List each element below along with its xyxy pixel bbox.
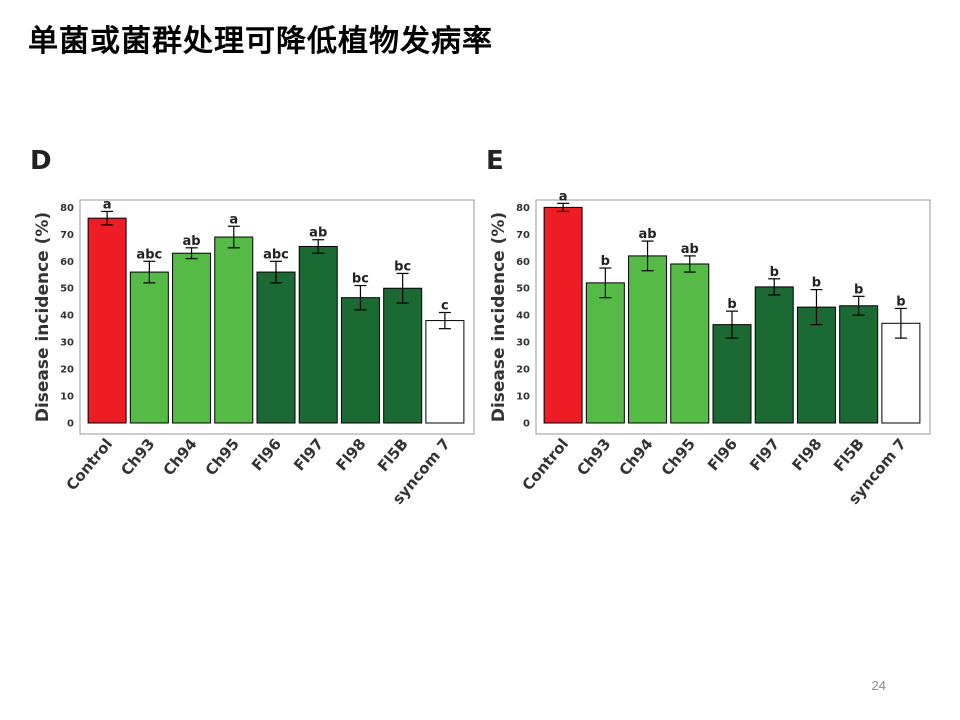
y-axis-label: Disease incidence (%) xyxy=(489,212,509,422)
x-tick-label: Fl5B xyxy=(830,435,868,475)
significance-letter: abc xyxy=(263,247,289,262)
plot-border xyxy=(535,199,931,435)
x-tick-label: Ch94 xyxy=(615,435,656,479)
bar xyxy=(796,306,836,424)
x-tick-label: Fl97 xyxy=(290,435,327,474)
y-tick-label: 10 xyxy=(60,392,74,403)
significance-letter: a xyxy=(559,189,568,204)
y-tick-label: 10 xyxy=(516,392,530,403)
x-tick-label: Fl96 xyxy=(704,435,741,474)
y-axis-label: Disease incidence (%) xyxy=(33,212,53,422)
bar xyxy=(214,236,254,424)
significance-letter: a xyxy=(103,197,112,212)
bar xyxy=(425,320,465,424)
x-tick-label: Fl96 xyxy=(248,435,285,474)
bar xyxy=(256,271,296,424)
x-tick-label: Control xyxy=(519,435,573,494)
significance-letter: b xyxy=(727,297,736,312)
significance-letter: b xyxy=(601,254,610,269)
x-tick-label: Fl98 xyxy=(788,435,825,474)
y-tick-label: 50 xyxy=(516,284,530,295)
significance-letter: c xyxy=(441,299,449,314)
significance-letter: ab xyxy=(639,227,657,242)
y-tick-label: 40 xyxy=(516,311,530,322)
y-tick-label: 80 xyxy=(516,203,530,214)
y-tick-label: 80 xyxy=(60,203,74,214)
significance-letter: b xyxy=(854,282,863,297)
y-tick-label: 40 xyxy=(60,311,74,322)
significance-letter: abc xyxy=(136,247,162,262)
panel-label-d: D xyxy=(30,146,52,176)
x-tick-label: Fl97 xyxy=(746,435,783,474)
y-tick-label: 60 xyxy=(60,257,74,268)
y-tick-label: 20 xyxy=(516,365,530,376)
y-tick-label: 50 xyxy=(60,284,74,295)
x-tick-label: Ch95 xyxy=(202,435,243,479)
bar xyxy=(628,255,668,424)
y-tick-label: 30 xyxy=(516,338,530,349)
significance-letter: b xyxy=(812,276,821,291)
bar xyxy=(543,206,583,424)
y-tick-label: 0 xyxy=(67,419,74,430)
y-tick-label: 60 xyxy=(516,257,530,268)
y-tick-label: 70 xyxy=(516,230,530,241)
bar xyxy=(754,286,794,424)
x-tick-label: Ch93 xyxy=(573,435,614,479)
bar xyxy=(383,287,423,424)
significance-letter: bc xyxy=(394,259,411,274)
x-tick-label: Fl98 xyxy=(332,435,369,474)
significance-letter: b xyxy=(770,265,779,280)
significance-letter: ab xyxy=(681,242,699,257)
bar-chart-e: 0 10 20 30 40 50 60 70 80 Disease incidence (%) a C… xyxy=(489,189,931,508)
chart-panel-d: D 0 10 20 30 40 50 60 70 80 Disease incidence (%)… xyxy=(22,140,482,540)
bar xyxy=(172,252,212,424)
bar xyxy=(585,282,625,424)
significance-letter: ab xyxy=(309,226,327,241)
y-tick-label: 20 xyxy=(60,365,74,376)
panel-label-e: E xyxy=(486,146,504,176)
bar xyxy=(712,324,752,424)
bar xyxy=(670,263,710,424)
significance-letter: bc xyxy=(352,272,369,287)
page-number: 24 xyxy=(871,678,886,693)
x-tick-label: Fl5B xyxy=(374,435,412,475)
x-tick-label: Ch94 xyxy=(159,435,200,479)
significance-letter: ab xyxy=(183,234,201,249)
y-tick-label: 0 xyxy=(523,419,530,430)
significance-letter: a xyxy=(229,212,238,227)
x-tick-label: Control xyxy=(63,435,117,494)
x-tick-label: Ch95 xyxy=(658,435,699,479)
bar xyxy=(129,271,169,424)
significance-letter: b xyxy=(896,294,905,309)
bar xyxy=(298,245,338,424)
y-tick-label: 30 xyxy=(60,338,74,349)
bar-chart-d: 0 10 20 30 40 50 60 70 80 Disease incidence (%) a C… xyxy=(33,197,475,508)
slide-title: 单菌或菌群处理可降低植物发病率 xyxy=(28,24,493,59)
bar xyxy=(839,305,879,424)
plot-border xyxy=(79,199,475,435)
y-tick-label: 70 xyxy=(60,230,74,241)
x-tick-label: Ch93 xyxy=(117,435,158,479)
bar xyxy=(340,297,380,424)
chart-panel-e: E 0 10 20 30 40 50 60 70 80 Disease incidence (%)… xyxy=(478,140,938,540)
bar xyxy=(87,217,127,424)
